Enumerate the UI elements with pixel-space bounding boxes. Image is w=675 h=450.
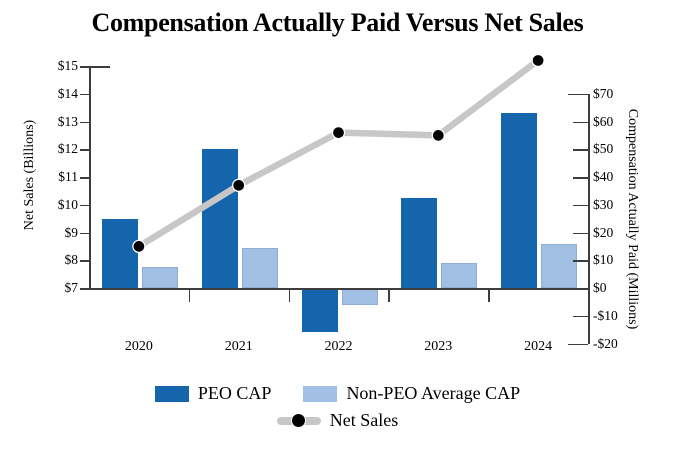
x-axis-year-label: 2021 — [224, 339, 253, 354]
left-axis-tick — [80, 288, 89, 290]
right-axis-tick — [573, 288, 588, 290]
legend-label-net-sales: Net Sales — [329, 410, 399, 430]
net-sales-marker-2022 — [331, 125, 346, 140]
left-axis-tick-label: $10 — [57, 196, 78, 212]
legend-row-1: PEO CAP Non-PEO Average CAP — [0, 383, 675, 404]
left-axis-title: Net Sales (Billions) — [22, 119, 37, 231]
net-sales-line — [135, 57, 542, 250]
left-axis-tick — [80, 66, 89, 68]
net-sales-marker-icon — [291, 413, 307, 428]
right-axis-tick — [573, 260, 588, 262]
chart-title: Compensation Actually Paid Versus Net Sa… — [91, 8, 584, 37]
right-axis-tick-label: $0 — [593, 280, 607, 295]
bar-peo-cap-2023 — [401, 197, 438, 288]
non-peo-cap-swatch-icon — [303, 385, 338, 402]
right-axis-tick-label: $50 — [593, 141, 614, 157]
right-axis-line — [588, 93, 590, 344]
left-axis-tick-label: $13 — [57, 113, 78, 129]
bar-peo-cap-2020 — [102, 218, 138, 288]
bar-non-peo-average-cap-2024 — [541, 243, 578, 288]
legend-row-2: Net Sales — [0, 410, 675, 431]
left-axis-tick — [80, 93, 89, 96]
right-axis-tick-label: $60 — [593, 113, 614, 129]
net-sales-line-icon — [276, 413, 321, 428]
right-axis-tick-label: -$10 — [593, 307, 618, 323]
net-sales-marker-2024 — [531, 53, 545, 68]
bar-peo-cap-2022 — [301, 288, 338, 333]
x-axis-year-label: 2024 — [524, 339, 553, 354]
left-axis-tick-label: $14 — [57, 85, 78, 101]
x-axis-boundary-tick — [288, 288, 291, 302]
bar-peo-cap-2021 — [201, 149, 238, 288]
right-axis-title: Compensation Actually Paid (Millions) — [625, 108, 640, 330]
right-axis-tick-label: $70 — [593, 85, 614, 101]
right-axis-tick-label: $20 — [593, 224, 614, 240]
left-axis-tick-label: $7 — [64, 280, 79, 295]
left-axis-tick-label: $8 — [64, 252, 79, 268]
x-axis-year-label: 2023 — [424, 339, 453, 354]
legend-item-non-peo-cap: Non-PEO Average CAP — [303, 383, 520, 404]
x-axis-boundary-tick — [388, 288, 390, 302]
right-axis-tick-label: $30 — [593, 196, 614, 212]
bar-non-peo-average-cap-2020 — [142, 267, 178, 288]
left-axis-tick-label: $9 — [64, 224, 79, 240]
right-axis-tick-label: -$20 — [593, 335, 618, 351]
right-axis-tick-label: $10 — [593, 252, 614, 268]
right-axis-tick — [573, 232, 588, 234]
left-axis-tick — [80, 260, 89, 262]
left-axis-tick — [80, 121, 89, 123]
left-axis-tick — [80, 204, 89, 207]
right-axis-tick — [573, 177, 588, 179]
right-axis-tick — [573, 204, 588, 207]
left-axis-top-cap — [89, 66, 110, 68]
bar-peo-cap-2024 — [501, 113, 538, 288]
left-axis-line — [89, 66, 91, 288]
legend-label-non-peo-cap: Non-PEO Average CAP — [346, 383, 521, 403]
x-axis-year-label: 2022 — [324, 339, 353, 354]
bar-non-peo-average-cap-2021 — [241, 247, 278, 288]
legend-item-peo-cap: PEO CAP — [154, 383, 272, 404]
left-axis-tick — [80, 149, 89, 151]
left-axis-tick-label: $12 — [57, 141, 78, 157]
x-axis-boundary-tick — [488, 288, 490, 302]
bar-non-peo-average-cap-2023 — [441, 263, 478, 288]
legend-label-peo-cap: PEO CAP — [197, 383, 272, 403]
x-axis-year-label: 2020 — [124, 339, 153, 354]
right-axis-tick — [568, 93, 588, 96]
right-axis-tick — [573, 315, 588, 318]
right-axis-tick — [573, 149, 588, 151]
right-axis-tick — [568, 343, 588, 345]
right-axis-tick — [573, 121, 588, 123]
net-sales-marker-2023 — [431, 128, 445, 143]
left-axis-tick-label: $15 — [57, 58, 78, 73]
legend-item-net-sales: Net Sales — [276, 410, 399, 431]
right-axis-tick-label: $40 — [593, 169, 614, 184]
peo-cap-swatch-icon — [154, 385, 189, 402]
bar-non-peo-average-cap-2022 — [341, 288, 378, 305]
left-axis-tick — [80, 177, 89, 179]
left-axis-tick — [80, 232, 89, 234]
x-axis-line — [89, 288, 590, 290]
x-axis-boundary-tick — [188, 288, 191, 302]
left-axis-tick-label: $11 — [58, 169, 78, 184]
